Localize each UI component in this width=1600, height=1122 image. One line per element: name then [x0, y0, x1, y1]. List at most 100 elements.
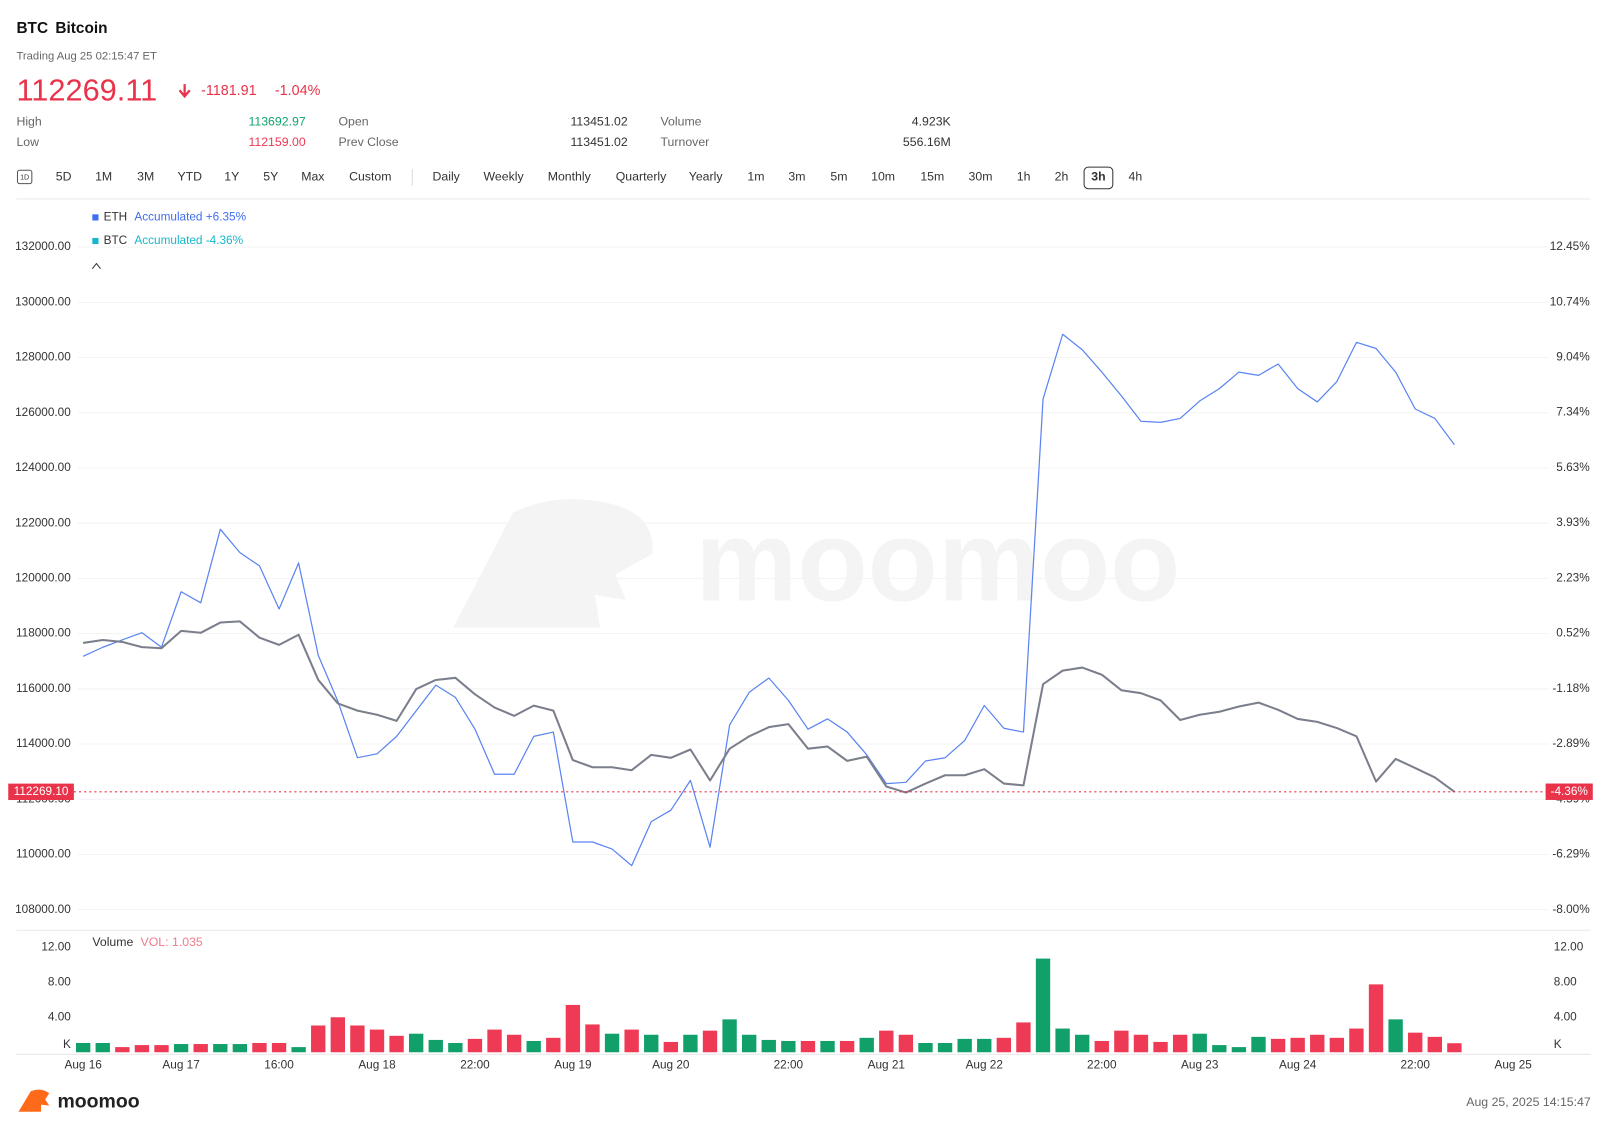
x-tick-label: Aug 23 [1181, 1059, 1219, 1072]
stat-value: 113451.02 [570, 114, 627, 128]
volume-bar [1192, 1033, 1207, 1053]
pct-label-box [1545, 783, 1593, 800]
period-button[interactable]: 1Y [224, 170, 239, 184]
volume-bar [1094, 1040, 1109, 1053]
volume-tick-label-right: 8.00 [1554, 975, 1577, 988]
volume-bar [1114, 1030, 1129, 1053]
period-icon[interactable] [16, 169, 33, 185]
period-button[interactable]: 3h [1091, 170, 1105, 184]
volume-bar [252, 1042, 267, 1053]
volume-tick-label: 12.00 [41, 940, 71, 953]
change-pct: -1.04% [275, 83, 321, 99]
volume-tick-label: 4.00 [48, 1010, 71, 1023]
x-tick-label: Aug 20 [652, 1059, 690, 1072]
volume-bar [761, 1039, 776, 1053]
period-button[interactable]: Weekly [484, 170, 525, 184]
period-button[interactable]: Quarterly [616, 170, 667, 184]
x-tick-label: 22:00 [460, 1059, 490, 1072]
y2-tick-label: 0.52% [1556, 627, 1590, 640]
period-button[interactable]: 5D [56, 170, 72, 184]
volume-bar [291, 1047, 306, 1053]
volume-bar [918, 1042, 933, 1053]
period-button[interactable]: 5Y [263, 170, 278, 184]
y2-tick-label: 5.63% [1556, 461, 1590, 474]
volume-bar [1212, 1045, 1227, 1053]
period-button[interactable]: 10m [871, 170, 895, 184]
logo-icon [18, 1089, 50, 1112]
volume-bar [526, 1040, 541, 1053]
x-tick-label: 22:00 [774, 1059, 804, 1072]
period-button[interactable]: 1h [1017, 170, 1031, 184]
volume-bar [1290, 1037, 1305, 1053]
period-button[interactable]: 3M [137, 170, 154, 184]
watermark-text: moomoo [695, 498, 1180, 626]
volume-bar [1231, 1047, 1247, 1053]
period-button[interactable]: Yearly [689, 170, 724, 184]
period-button[interactable]: YTD [177, 170, 202, 184]
change: -1181.91 [201, 83, 257, 99]
volume-bar [1035, 958, 1051, 1053]
volume-bar [663, 1041, 679, 1053]
footer-logo: moomoo [18, 1089, 140, 1113]
period-button[interactable]: 2h [1055, 170, 1069, 184]
volume-bar [1251, 1036, 1266, 1053]
volume-bar [742, 1034, 757, 1053]
volume-bar [1133, 1034, 1149, 1053]
volume-bar [213, 1044, 228, 1053]
stat-value: 556.16M [903, 135, 951, 149]
volume-bar [330, 1017, 345, 1053]
y-tick-label: 122000.00 [15, 516, 71, 529]
period-button[interactable]: 30m [969, 170, 993, 184]
volume-tick-label: K [63, 1038, 71, 1051]
period-button[interactable]: 1M [95, 170, 112, 184]
y-tick-label: 124000.00 [15, 461, 71, 474]
stat-label: High [16, 114, 41, 128]
period-button[interactable]: 5m [830, 170, 847, 184]
period-button[interactable]: 1m [747, 170, 764, 184]
volume-bar [957, 1038, 972, 1053]
period-button[interactable]: 4h [1129, 170, 1143, 184]
volume-bar [996, 1037, 1012, 1053]
period-button[interactable]: Daily [432, 170, 460, 184]
legend-value: Accumulated +6.35% [134, 211, 246, 224]
x-tick-label: Aug 22 [966, 1059, 1003, 1072]
volume-bar [604, 1033, 620, 1053]
y-tick-label: 108000.00 [15, 903, 71, 916]
asset-name: Bitcoin [55, 20, 107, 37]
volume-bar [1172, 1034, 1188, 1053]
y2-tick-label: -8.00% [1552, 903, 1590, 916]
period-button[interactable]: 15m [920, 170, 944, 184]
collapse-caret[interactable] [91, 262, 101, 270]
stat-label: Volume [661, 114, 702, 128]
volume-bar [1153, 1041, 1168, 1053]
y-tick-label: 110000.00 [16, 848, 71, 861]
timestamp: Aug 25, 2025 14:15:47 [1466, 1095, 1591, 1109]
stat-label: Prev Close [338, 135, 398, 149]
volume-bar [1310, 1034, 1325, 1053]
volume-bar [1349, 1028, 1364, 1053]
y-tick-label: 114000.00 [16, 737, 71, 750]
volume-bar [389, 1035, 404, 1053]
legend-swatch [92, 237, 99, 245]
stat-value: 112159.00 [248, 135, 305, 149]
period-button[interactable]: Monthly [548, 170, 592, 184]
stat-value: 4.923K [912, 114, 952, 128]
volume-bar [95, 1042, 110, 1053]
period-button[interactable]: Custom [349, 170, 391, 184]
legend-swatch [92, 214, 99, 221]
stat-label: Turnover [661, 135, 710, 149]
volume-bar [585, 1024, 600, 1053]
volume-tick-label-right: K [1554, 1038, 1562, 1051]
period-button[interactable]: 3m [788, 170, 805, 184]
period-button[interactable]: 1D [20, 173, 29, 181]
x-tick-label: 16:00 [264, 1059, 294, 1072]
volume-bar [781, 1040, 796, 1053]
volume-bar [75, 1042, 91, 1053]
volume-bar [1408, 1032, 1423, 1053]
period-button[interactable]: Max [301, 170, 325, 184]
volume-bar [428, 1039, 443, 1053]
logo-text: moomoo [57, 1091, 139, 1113]
volume-bar [173, 1044, 189, 1053]
volume-bar [546, 1037, 561, 1053]
